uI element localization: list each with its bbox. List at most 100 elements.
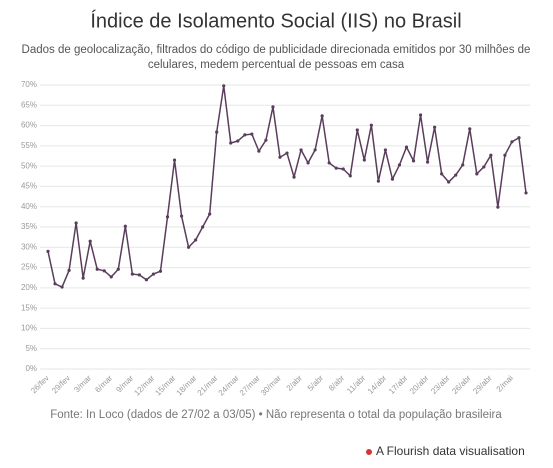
y-tick-label: 0% bbox=[25, 364, 37, 373]
x-tick-label: 29/fev bbox=[50, 374, 72, 396]
y-tick-label: 25% bbox=[21, 263, 37, 272]
data-point bbox=[411, 159, 416, 163]
data-point bbox=[454, 173, 458, 177]
data-point bbox=[369, 123, 373, 127]
y-tick-label: 55% bbox=[21, 141, 37, 150]
x-tick-label: 29/abr bbox=[471, 373, 494, 396]
data-point bbox=[46, 249, 50, 253]
y-tick-label: 20% bbox=[21, 283, 37, 292]
x-tick-label: 2/mai bbox=[495, 373, 515, 393]
data-point bbox=[236, 139, 240, 143]
data-point bbox=[383, 148, 388, 152]
data-point bbox=[510, 140, 514, 144]
data-point bbox=[257, 149, 261, 153]
y-tick-label: 60% bbox=[21, 121, 37, 130]
data-point bbox=[397, 163, 402, 167]
data-point bbox=[390, 177, 395, 181]
y-tick-label: 40% bbox=[21, 202, 37, 211]
data-point bbox=[461, 163, 465, 167]
data-point bbox=[320, 114, 324, 118]
data-point bbox=[186, 245, 191, 249]
data-point bbox=[482, 165, 486, 169]
data-point bbox=[334, 166, 338, 170]
x-tick-label: 26/fev bbox=[29, 374, 51, 396]
data-point bbox=[292, 175, 296, 179]
data-point bbox=[348, 174, 352, 178]
data-point bbox=[109, 275, 113, 279]
data-point bbox=[88, 239, 92, 243]
data-point bbox=[194, 238, 198, 242]
data-point bbox=[222, 84, 226, 88]
data-point bbox=[215, 130, 219, 134]
x-tick-label: 17/abr bbox=[387, 373, 410, 396]
data-point bbox=[517, 136, 521, 140]
x-tick-label: 8/abr bbox=[327, 373, 346, 392]
data-point bbox=[116, 267, 120, 271]
data-point bbox=[341, 167, 345, 171]
data-point bbox=[102, 269, 106, 273]
y-tick-label: 50% bbox=[21, 161, 37, 170]
data-point bbox=[489, 153, 493, 157]
data-point bbox=[151, 272, 156, 276]
x-tick-label: 30/mar bbox=[259, 373, 283, 397]
data-point bbox=[447, 180, 451, 184]
data-point bbox=[496, 205, 500, 209]
data-point bbox=[123, 224, 127, 228]
x-tick-label: 12/mar bbox=[132, 373, 156, 397]
y-tick-label: 45% bbox=[21, 182, 37, 191]
data-point bbox=[172, 158, 177, 162]
data-point bbox=[67, 268, 71, 273]
data-point bbox=[179, 214, 184, 218]
y-tick-label: 5% bbox=[25, 344, 37, 353]
credit-icon bbox=[366, 449, 372, 455]
data-point bbox=[201, 225, 205, 229]
data-point bbox=[376, 179, 380, 183]
y-tick-label: 65% bbox=[21, 100, 37, 109]
data-point bbox=[425, 160, 430, 164]
data-point bbox=[404, 145, 409, 149]
data-point bbox=[60, 285, 64, 289]
data-point bbox=[306, 161, 310, 165]
x-tick-label: 23/abr bbox=[429, 373, 452, 396]
data-point bbox=[433, 125, 437, 129]
data-point bbox=[327, 161, 331, 165]
data-point bbox=[264, 138, 268, 142]
data-point bbox=[285, 151, 289, 155]
data-point bbox=[362, 158, 366, 162]
data-point bbox=[468, 127, 472, 131]
data-point bbox=[355, 128, 359, 132]
data-point bbox=[81, 276, 85, 280]
y-tick-label: 10% bbox=[21, 324, 37, 333]
x-tick-label: 5/abr bbox=[306, 373, 325, 392]
data-point bbox=[313, 148, 317, 152]
data-point bbox=[524, 191, 528, 195]
x-tick-label: 15/mar bbox=[153, 373, 177, 397]
credit[interactable]: A Flourish data visualisation bbox=[376, 444, 525, 458]
data-point bbox=[144, 278, 149, 282]
data-point bbox=[74, 221, 78, 225]
chart-title: Índice de Isolamento Social (IIS) no Bra… bbox=[90, 9, 461, 32]
data-point bbox=[130, 272, 134, 276]
x-tick-label: 2/abr bbox=[285, 373, 304, 392]
data-point bbox=[95, 267, 99, 271]
data-point bbox=[475, 172, 479, 176]
subtitle: Dados de geolocalização, filtrados do có… bbox=[22, 44, 531, 56]
data-point bbox=[503, 153, 507, 157]
x-tick-label: 24/mar bbox=[217, 373, 241, 397]
x-tick-label: 27/mar bbox=[238, 373, 262, 397]
data-point bbox=[229, 141, 233, 145]
y-tick-label: 70% bbox=[21, 80, 37, 89]
data-point bbox=[278, 155, 282, 159]
source-note: Fonte: In Loco (dados de 27/02 a 03/05) … bbox=[50, 409, 502, 421]
x-tick-label: 18/mar bbox=[175, 373, 199, 397]
data-point bbox=[418, 113, 423, 117]
data-point bbox=[165, 215, 170, 219]
x-tick-label: 6/mar bbox=[93, 373, 114, 394]
data-point bbox=[440, 172, 444, 176]
x-tick-label: 21/mar bbox=[196, 373, 220, 397]
x-tick-label: 14/abr bbox=[366, 373, 389, 396]
x-tick-label: 20/abr bbox=[408, 373, 431, 396]
subtitle: celulares, medem percentual de pessoas e… bbox=[148, 59, 405, 71]
